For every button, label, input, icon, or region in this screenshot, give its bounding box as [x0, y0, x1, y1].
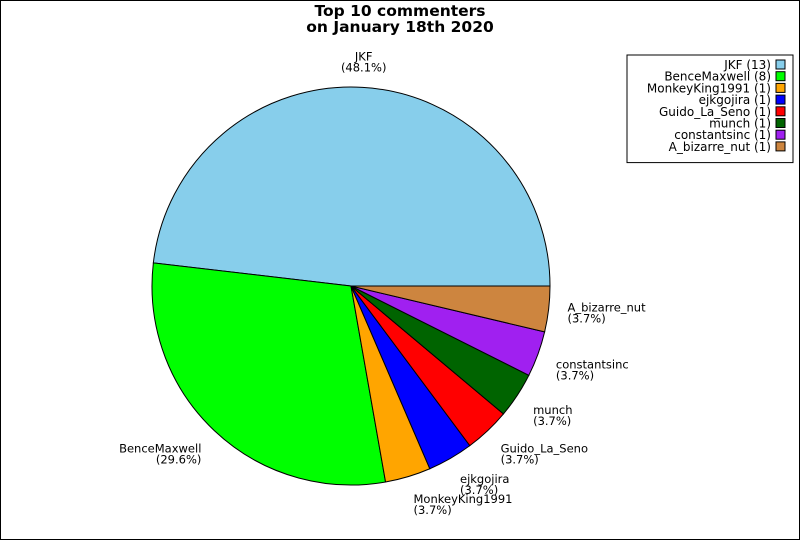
slice-label-jkf: JKF	[354, 49, 373, 63]
legend-entry-bencemaxwell: BenceMaxwell (8)	[664, 70, 771, 84]
slice-label-guido-la-seno: Guido_La_Seno	[501, 442, 588, 456]
pie-slice-bencemaxwell	[151, 262, 387, 486]
slice-percent-monkeyking1991: (3.7%)	[414, 503, 452, 517]
slice-label-constantsinc: constantsinc	[556, 358, 629, 372]
slice-label-ejkgojira: ejkgojira	[460, 472, 509, 486]
slice-percent-bencemaxwell: (29.6%)	[156, 453, 202, 467]
chart-title: Top 10 commenters on January 18th 2020	[306, 2, 494, 36]
pie-slice-a-bizarre-nut	[350, 285, 551, 333]
legend-box	[626, 54, 794, 164]
legend: JKF (13)BenceMaxwell (8)MonkeyKing1991 (…	[626, 54, 794, 164]
legend-swatch-ejkgojira	[775, 94, 786, 105]
legend-entry-a-bizarre-nut: A_bizarre_nut (1)	[669, 140, 771, 154]
legend-entry-monkeyking1991: MonkeyKing1991 (1)	[647, 81, 771, 95]
slice-label-a-bizarre-nut: A_bizarre_nut	[568, 300, 647, 314]
slice-percent-munch: (3.7%)	[533, 414, 571, 428]
slice-percent-jkf: (48.1%)	[341, 60, 387, 74]
legend-swatch-monkeyking1991	[775, 82, 786, 93]
slice-labels: JKF(48.1%) BenceMaxwell(29.6%) MonkeyKing1…	[119, 49, 646, 516]
pie-slice-jkf	[152, 86, 551, 287]
legend-swatch-munch	[775, 118, 786, 128]
legend-entry-guido-la-seno: Guido_La_Seno (1)	[659, 105, 771, 119]
chart-title-line-2: on January 18th 2020	[306, 18, 494, 36]
slice-percent-constantsinc: (3.7%)	[556, 369, 594, 383]
legend-entry-jkf: JKF (13)	[723, 58, 771, 72]
slice-label-munch: munch	[533, 403, 572, 417]
slice-percent-guido-la-seno: (3.7%)	[501, 453, 539, 467]
legend-swatch-bencemaxwell	[775, 71, 786, 82]
legend-entry-ejkgojira: ejkgojira (1)	[699, 93, 771, 107]
legend-entry-constantsinc: constantsinc (1)	[674, 128, 771, 142]
legend-swatch-guido-la-seno	[775, 106, 786, 117]
pie-slices	[151, 86, 551, 486]
chart-title-line-1: Top 10 commenters	[314, 2, 485, 20]
legend-swatch-a-bizarre-nut	[775, 141, 786, 152]
slice-label-monkeyking1991: MonkeyKing1991	[414, 492, 513, 506]
slice-label-bencemaxwell: BenceMaxwell	[119, 442, 201, 456]
legend-entry-munch: munch (1)	[709, 117, 771, 131]
legend-swatch-constantsinc	[775, 129, 786, 140]
slice-percent-a-bizarre-nut: (3.7%)	[568, 311, 606, 325]
slice-percent-ejkgojira: (3.7%)	[460, 483, 498, 497]
legend-swatch-jkf	[775, 59, 786, 70]
